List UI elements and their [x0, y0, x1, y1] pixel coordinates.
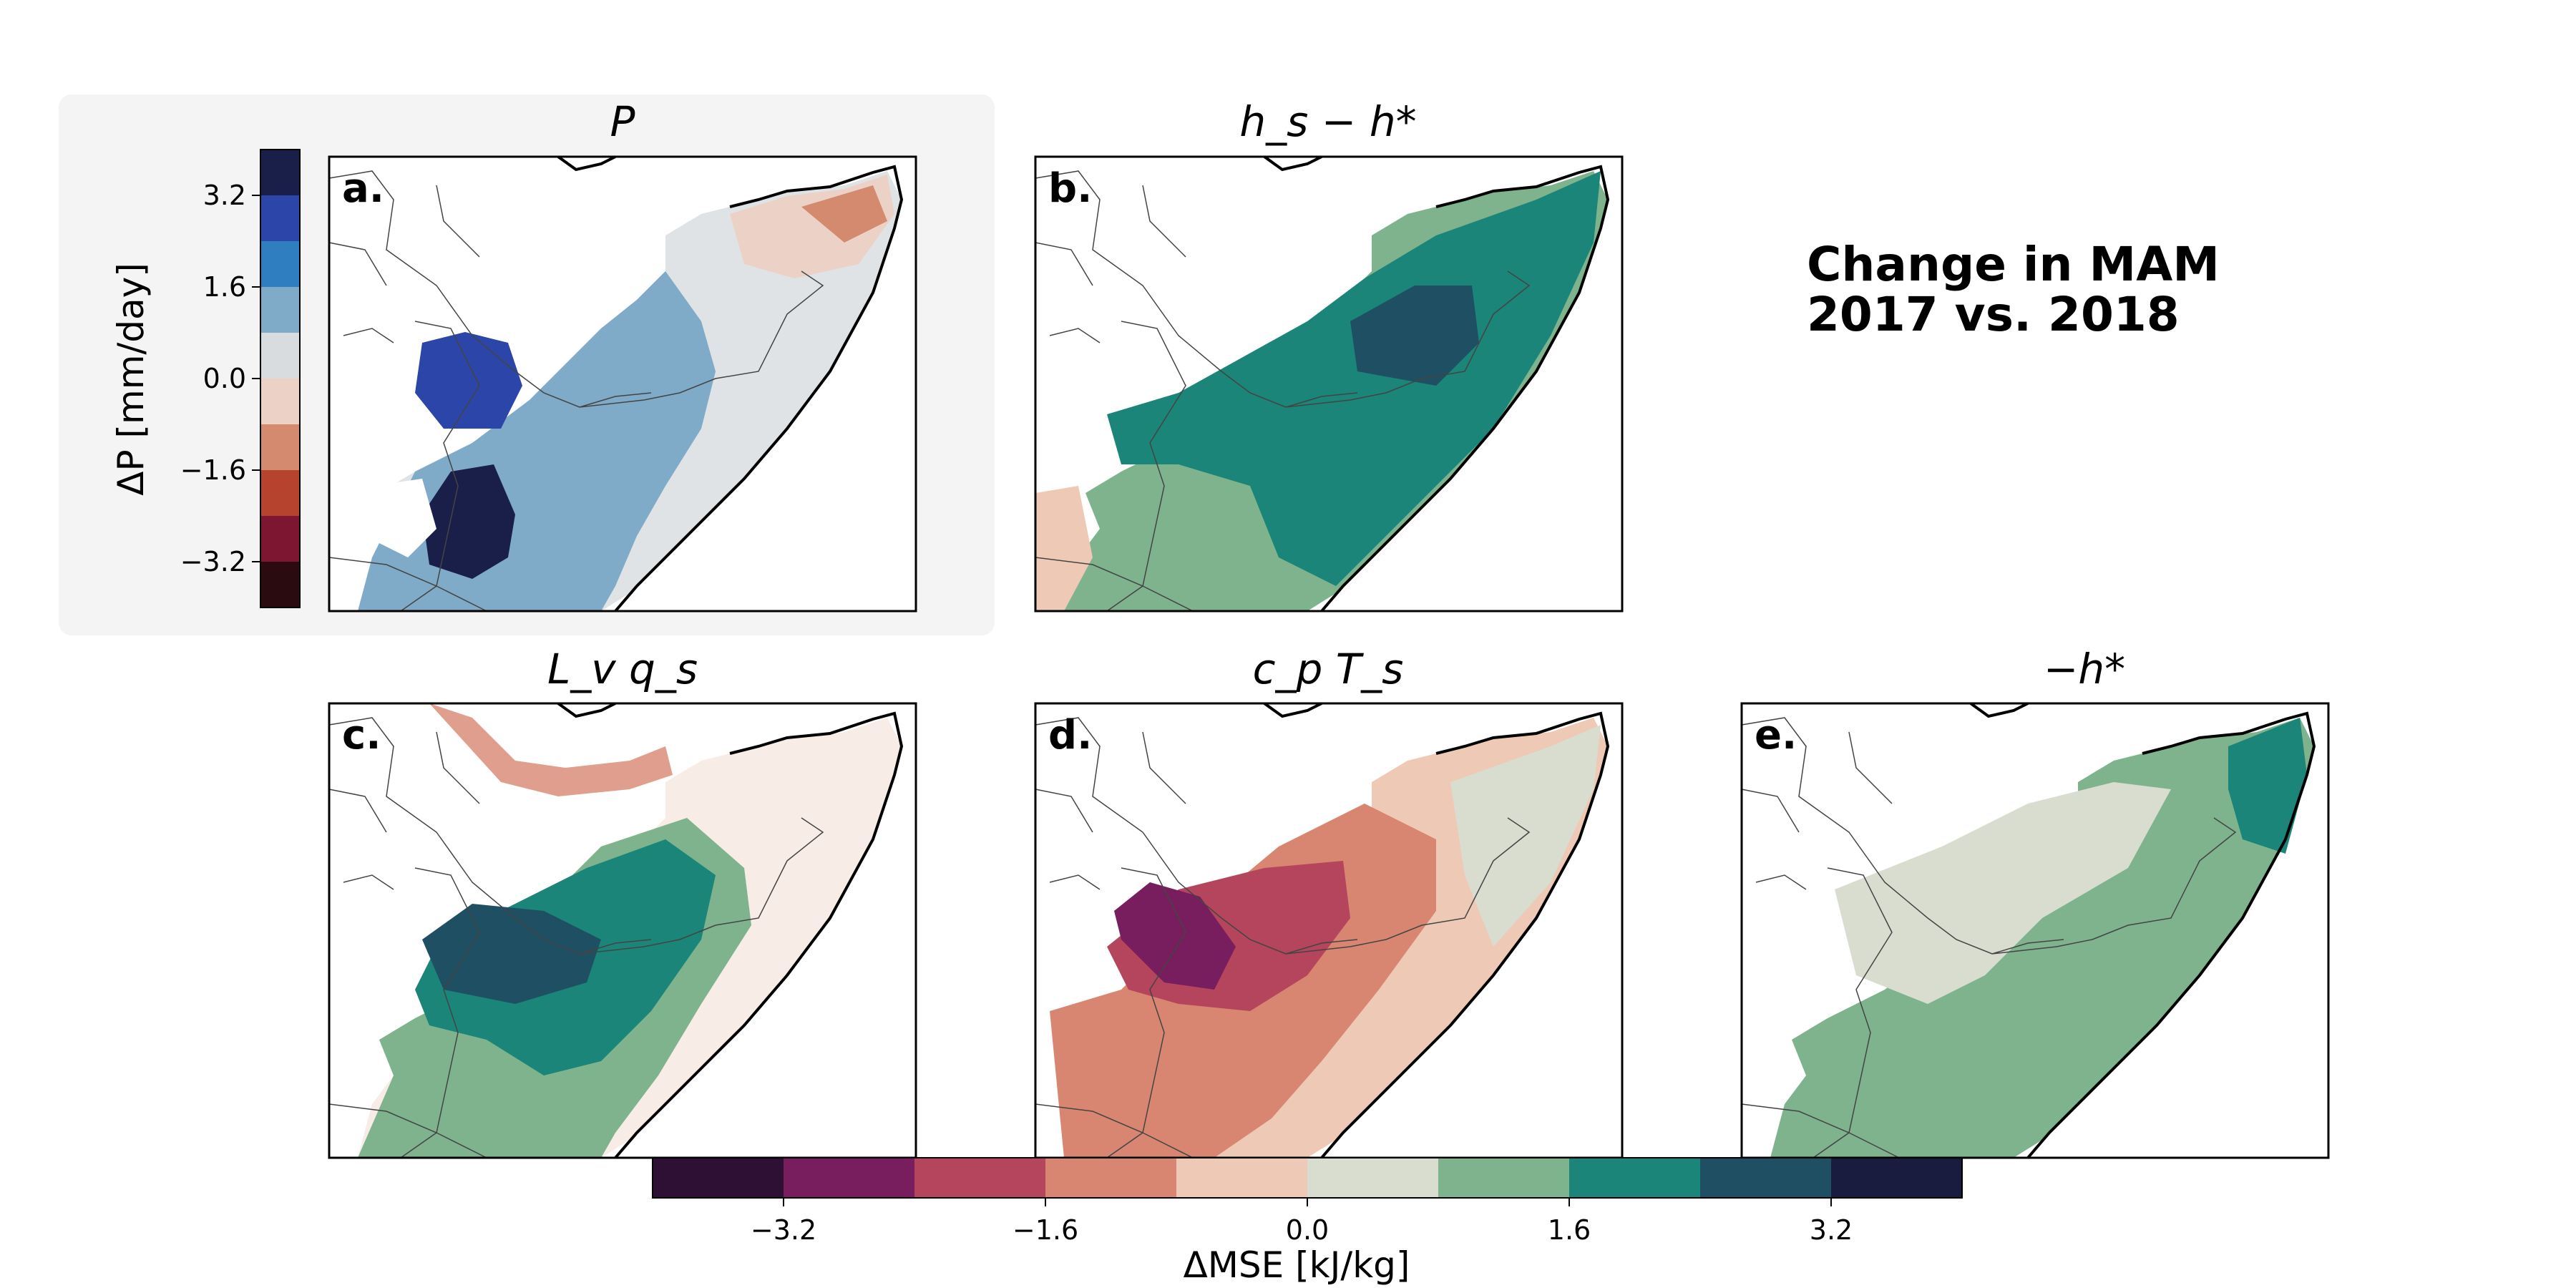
mse-colorbar-tick-label: −3.2: [751, 1214, 816, 1246]
precip-colorbar-segment: [260, 150, 300, 195]
panel-e-field-grey: [1835, 782, 2171, 1004]
panel-b-field-teal: [1107, 171, 1601, 586]
panel-a: P a.: [328, 97, 917, 613]
panel-d-map: [1035, 702, 1609, 1159]
precip-colorbar-segment: [260, 241, 300, 287]
panel-b-map: [1035, 155, 1609, 613]
panel-b: h_s − h* b.: [1034, 97, 1624, 613]
mse-colorbar-segment: [1176, 1158, 1307, 1198]
panel-e-frame: [1740, 702, 2330, 1159]
precip-colorbar: 3.2 1.6 0.0 −1.6 −3.2: [180, 149, 301, 608]
mse-colorbar-segment: [1307, 1158, 1438, 1198]
panel-c-map: [328, 702, 903, 1159]
precip-colorbar-segment: [260, 516, 300, 562]
mse-colorbar-segment: [1700, 1158, 1831, 1198]
panel-a-field-red: [801, 185, 887, 243]
panel-c-letter: c.: [342, 712, 381, 758]
mse-colorbar-segment: [1831, 1158, 1962, 1198]
mse-colorbar: −3.2 −1.6 0.0 1.6 3.2: [652, 1157, 1963, 1246]
mse-colorbar-tick-label: 1.6: [1548, 1214, 1591, 1246]
precip-colorbar-segment: [260, 470, 300, 516]
panel-c-title: L_v q_s: [547, 645, 698, 693]
panel-a-map: [328, 155, 903, 613]
panel-c-field-dark-teal: [422, 904, 601, 1004]
panel-e-title: −h*: [2044, 645, 2125, 693]
panel-e-letter: e.: [1755, 712, 1797, 758]
panel-d-field-grey: [1450, 725, 1601, 947]
mse-colorbar-segment: [653, 1158, 784, 1198]
mse-colorbar-segment: [784, 1158, 914, 1198]
precip-colorbar-tick-label: 0.0: [203, 363, 246, 394]
figure-heading-line2: 2017 vs. 2018: [1807, 287, 2180, 342]
panel-a-letter: a.: [342, 165, 384, 212]
precip-colorbar-segment: [260, 562, 300, 608]
mse-colorbar-label: ΔMSE [kJ/kg]: [1184, 1244, 1410, 1286]
precip-colorbar-tick-label: 1.6: [203, 271, 246, 303]
precip-colorbar-segment: [260, 287, 300, 333]
precip-colorbar-label: ΔP [mm/day]: [110, 263, 152, 496]
panel-a-field-dark-blue: [422, 464, 515, 579]
panel-d-letter: d.: [1048, 712, 1092, 758]
panel-a-field-blue: [415, 332, 522, 429]
mse-colorbar-tick-label: 3.2: [1810, 1214, 1853, 1246]
panel-e: −h* e.: [1740, 645, 2330, 1159]
panel-d-field-plum: [1114, 882, 1236, 990]
panel-e-map: [1741, 702, 2316, 1159]
panel-e-field-teal: [2228, 718, 2307, 854]
precip-colorbar-segment: [260, 195, 300, 241]
precip-colorbar-segment: [260, 333, 300, 379]
panel-c-field-salmon: [429, 703, 673, 796]
panel-a-missing-data: [372, 479, 436, 557]
mse-colorbar-segment: [1438, 1158, 1569, 1198]
mse-colorbar-segment: [914, 1158, 1045, 1198]
precip-colorbar-tick-label: −3.2: [180, 546, 246, 577]
precip-colorbar-tick-label: 3.2: [203, 180, 246, 211]
panel-b-field-dark-teal: [1350, 286, 1479, 386]
panel-d-title: c_p T_s: [1253, 645, 1404, 693]
panel-b-field-pink: [1035, 486, 1093, 611]
panel-d: c_p T_s d.: [1034, 645, 1624, 1159]
panel-c-frame: [328, 702, 917, 1159]
panel-b-title: h_s − h*: [1239, 97, 1416, 146]
mse-colorbar-segment: [1569, 1158, 1700, 1198]
mse-colorbar-segment: [1045, 1158, 1176, 1198]
precip-colorbar-segment: [260, 424, 300, 470]
panel-a-title: P: [610, 97, 635, 146]
mse-colorbar-tick-label: 0.0: [1286, 1214, 1329, 1246]
precip-colorbar-segment: [260, 379, 300, 424]
mse-colorbar-tick-label: −1.6: [1013, 1214, 1078, 1246]
panel-b-letter: b.: [1048, 165, 1092, 212]
panel-c: L_v q_s c.: [328, 645, 917, 1159]
precip-colorbar-tick-label: −1.6: [180, 454, 246, 486]
panel-a-frame: [328, 155, 917, 613]
figure-heading-line1: Change in MAM: [1807, 237, 2220, 292]
panel-b-frame: [1034, 155, 1624, 613]
